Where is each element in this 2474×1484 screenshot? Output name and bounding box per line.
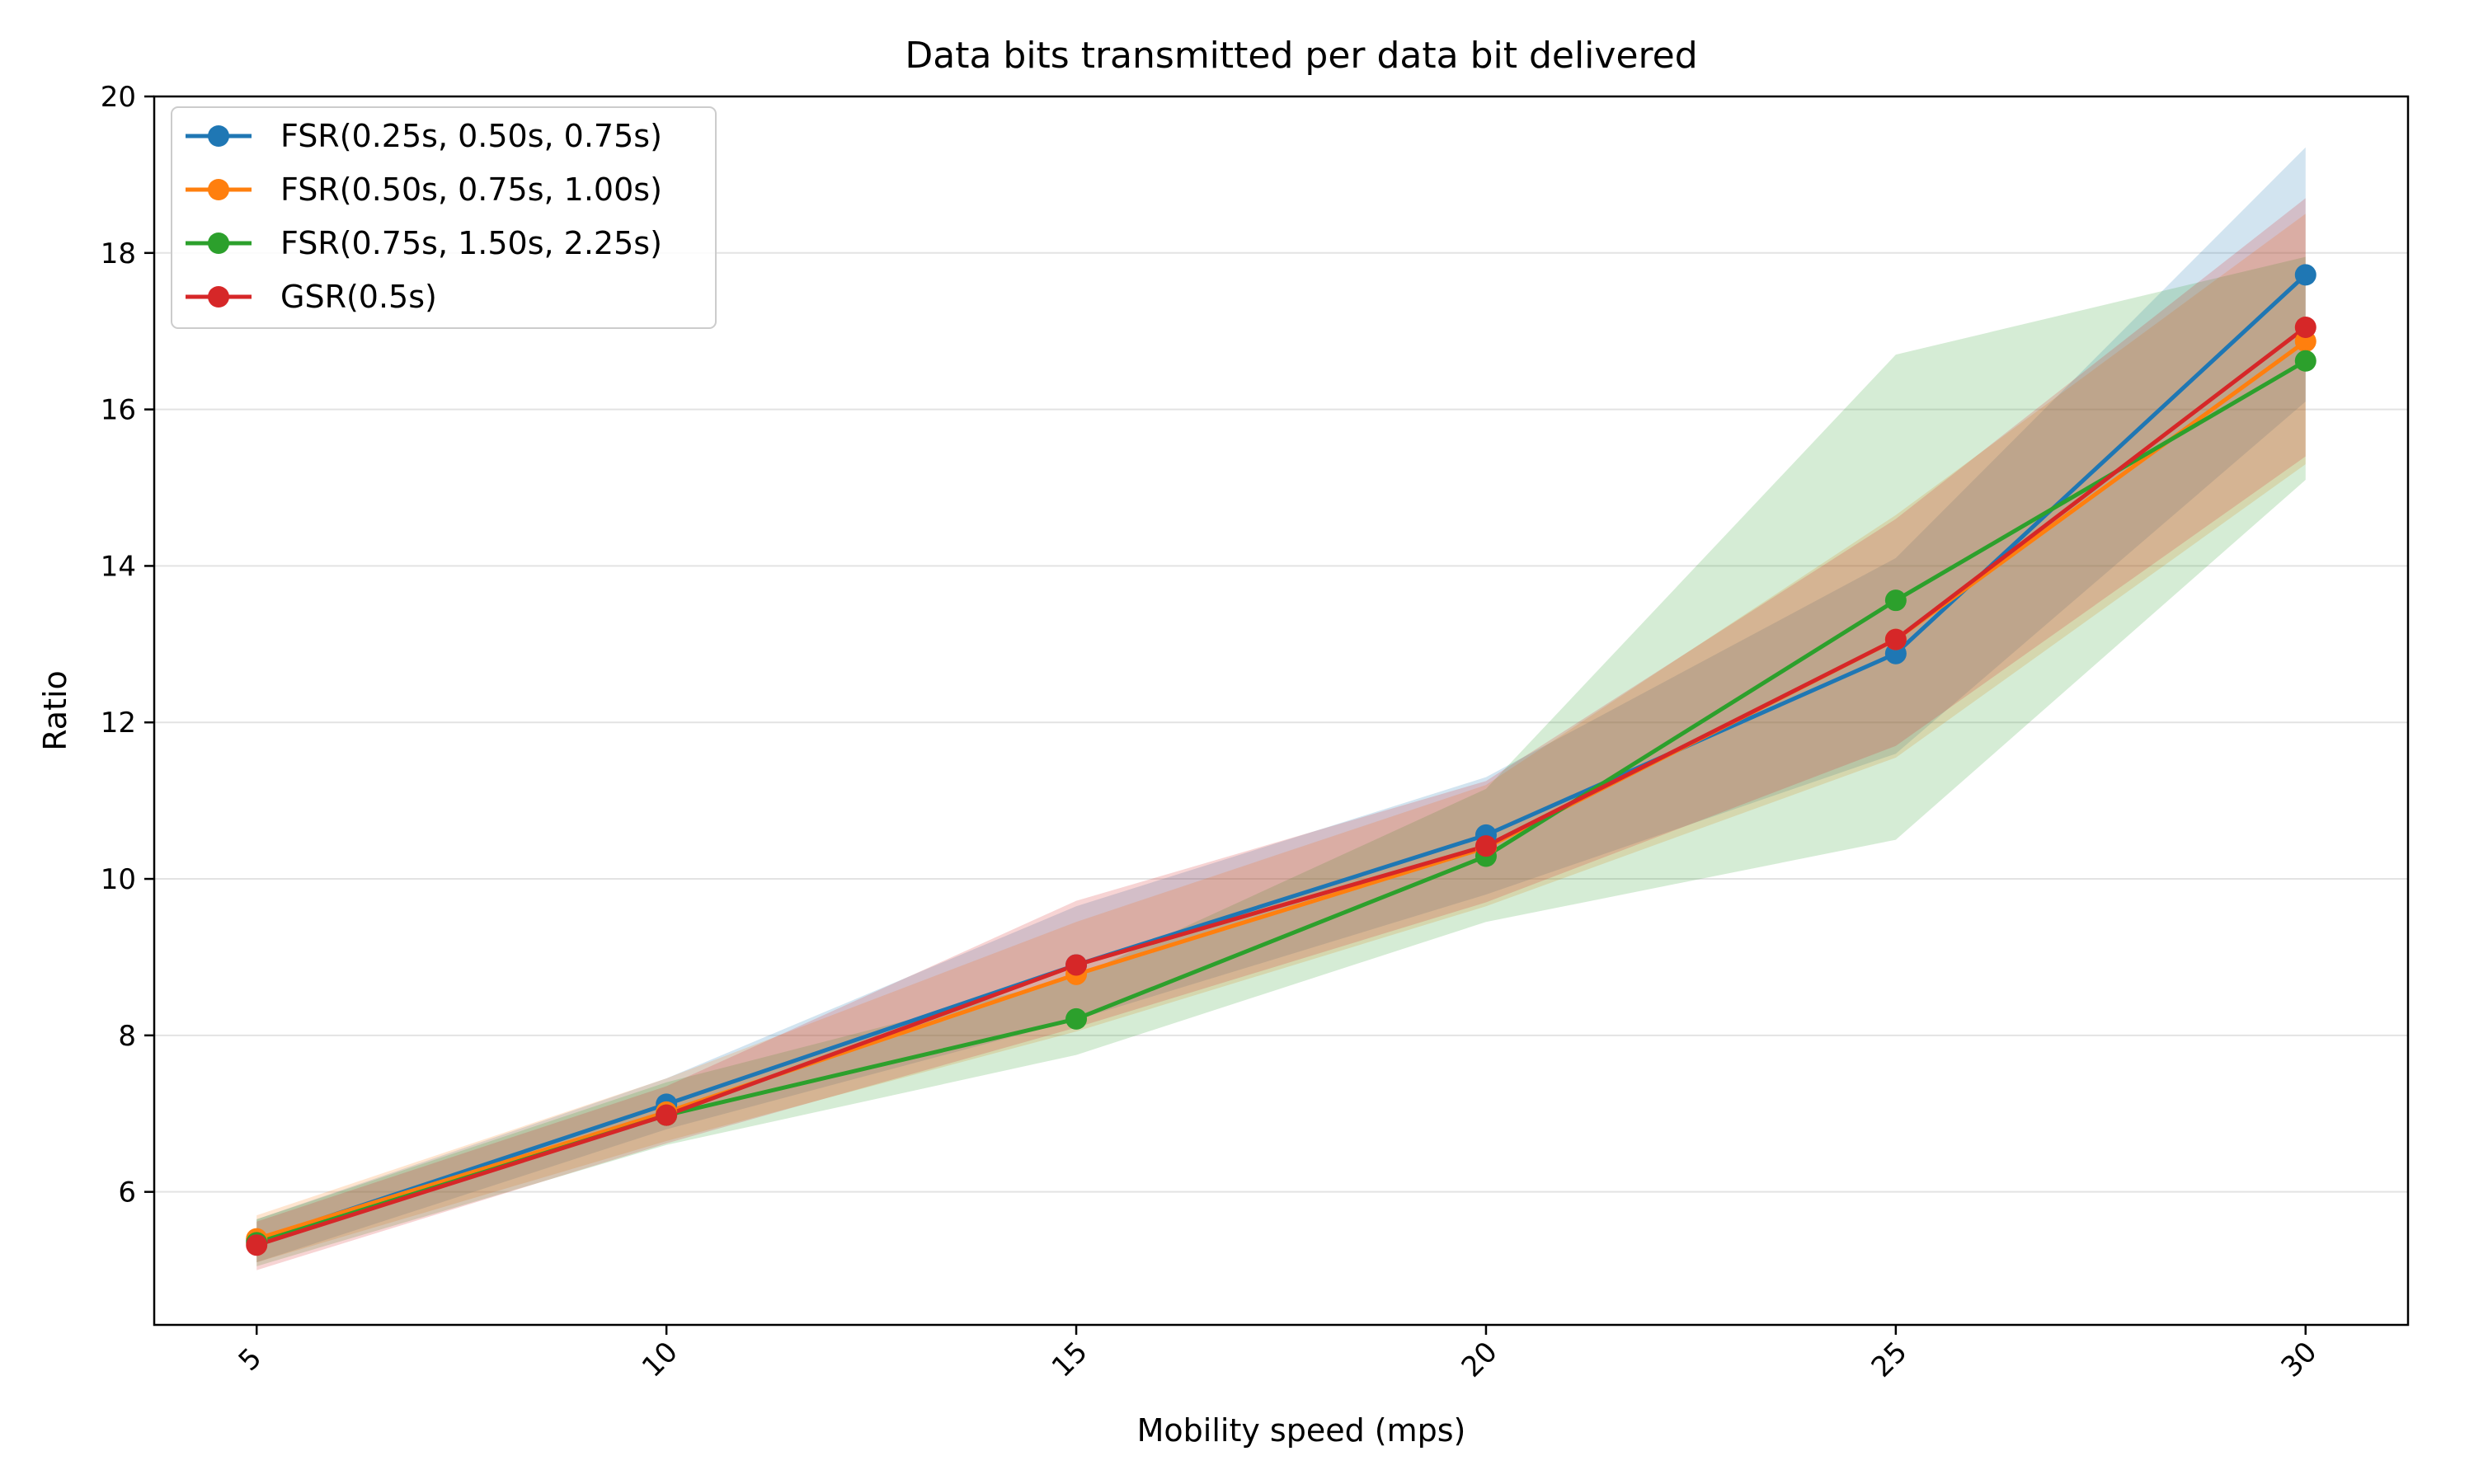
- y-tick-label: 20: [101, 81, 136, 114]
- point-series-3: [2294, 350, 2316, 372]
- legend-marker-3: [208, 232, 229, 254]
- chart-title: Data bits transmitted per data bit deliv…: [905, 35, 1697, 77]
- legend-items: FSR(0.25s, 0.50s, 0.75s) FSR(0.50s, 0.75s…: [186, 118, 662, 315]
- y-tick-label: 16: [101, 394, 136, 427]
- band-series-4: [256, 198, 2306, 1270]
- band-series-1: [256, 147, 2306, 1263]
- y-tick-label: 8: [118, 1020, 136, 1053]
- legend-box: [171, 106, 717, 329]
- point-series-4: [656, 1104, 678, 1126]
- y-tick-label: 6: [118, 1176, 136, 1209]
- point-series-1: [2294, 264, 2316, 286]
- band-series-3: [256, 256, 2306, 1266]
- band-series-2: [256, 214, 2306, 1263]
- legend-label-3: FSR(0.75s, 1.50s, 2.25s): [280, 225, 662, 261]
- point-series-4: [1065, 954, 1088, 976]
- series-points: [246, 264, 2316, 1256]
- point-series-3: [1065, 1007, 1088, 1030]
- legend-label-2: FSR(0.50s, 0.75s, 1.00s): [280, 171, 662, 208]
- point-series-4: [1475, 835, 1497, 857]
- y-tick-label: 18: [101, 237, 136, 270]
- legend-label-4: GSR(0.5s): [280, 279, 437, 315]
- y-tick-label: 14: [101, 550, 136, 583]
- point-series-3: [1884, 589, 1907, 612]
- point-series-4: [2294, 316, 2316, 338]
- point-series-4: [246, 1234, 268, 1256]
- point-series-4: [1884, 628, 1907, 650]
- legend-marker-2: [208, 179, 229, 200]
- legend-label-1: FSR(0.25s, 0.50s, 0.75s): [280, 118, 662, 154]
- confidence-bands: [256, 147, 2306, 1270]
- y-axis-ticks: 6 8 10 12 14 16 18 20: [101, 81, 154, 1209]
- legend-marker-4: [208, 286, 229, 308]
- series-lines: [256, 273, 2307, 1247]
- y-axis-label: Ratio: [37, 670, 73, 751]
- x-axis-label: Mobility speed (mps): [1137, 1412, 1466, 1449]
- plot-frame: [153, 95, 2410, 1327]
- line-series-4: [256, 325, 2307, 1247]
- y-tick-label: 12: [101, 707, 136, 740]
- legend: FSR(0.25s, 0.50s, 0.75s) FSR(0.50s, 0.75s…: [171, 106, 717, 329]
- y-tick-label: 10: [101, 863, 136, 896]
- legend-marker-1: [208, 125, 229, 147]
